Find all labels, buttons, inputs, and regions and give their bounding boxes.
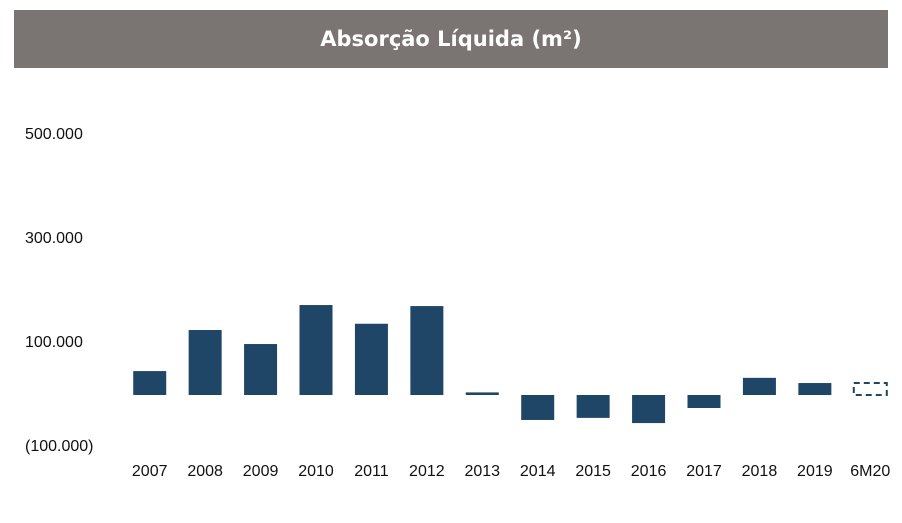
y-tick-label: 500.000 [25, 126, 83, 143]
x-tick-label: 2013 [464, 463, 500, 480]
x-tick-label: 2011 [354, 463, 389, 480]
bar [354, 323, 388, 395]
bar [465, 392, 499, 395]
x-tick-label: 2008 [187, 463, 223, 480]
x-tick-label: 2009 [243, 463, 279, 480]
x-tick-label: 2017 [686, 463, 722, 480]
x-tick-label: 6M20 [850, 463, 890, 480]
x-tick-label: 2015 [575, 463, 611, 480]
y-tick-label: 100.000 [25, 334, 83, 351]
bar [742, 377, 776, 395]
bar [410, 306, 444, 395]
bar [576, 395, 610, 418]
bar [632, 395, 666, 424]
bar [133, 371, 167, 395]
bar [852, 382, 888, 397]
x-tick-label: 2012 [409, 463, 445, 480]
bar [244, 344, 278, 395]
x-tick-label: 2014 [520, 463, 556, 480]
title-band [14, 10, 888, 68]
x-tick-label: 2010 [298, 463, 334, 480]
bar [188, 330, 222, 395]
bar [299, 305, 333, 395]
y-tick-label: (100.000) [25, 438, 94, 455]
x-tick-label: 2018 [742, 463, 778, 480]
bar [687, 395, 721, 408]
x-tick-label: 2007 [132, 463, 168, 480]
x-tick-label: 2016 [631, 463, 667, 480]
chart-title: Absorção Líquida (m²) [320, 27, 581, 51]
x-tick-label: 2019 [797, 463, 833, 480]
y-tick-label: 300.000 [25, 230, 83, 247]
bar [521, 395, 555, 420]
bar [798, 383, 832, 395]
